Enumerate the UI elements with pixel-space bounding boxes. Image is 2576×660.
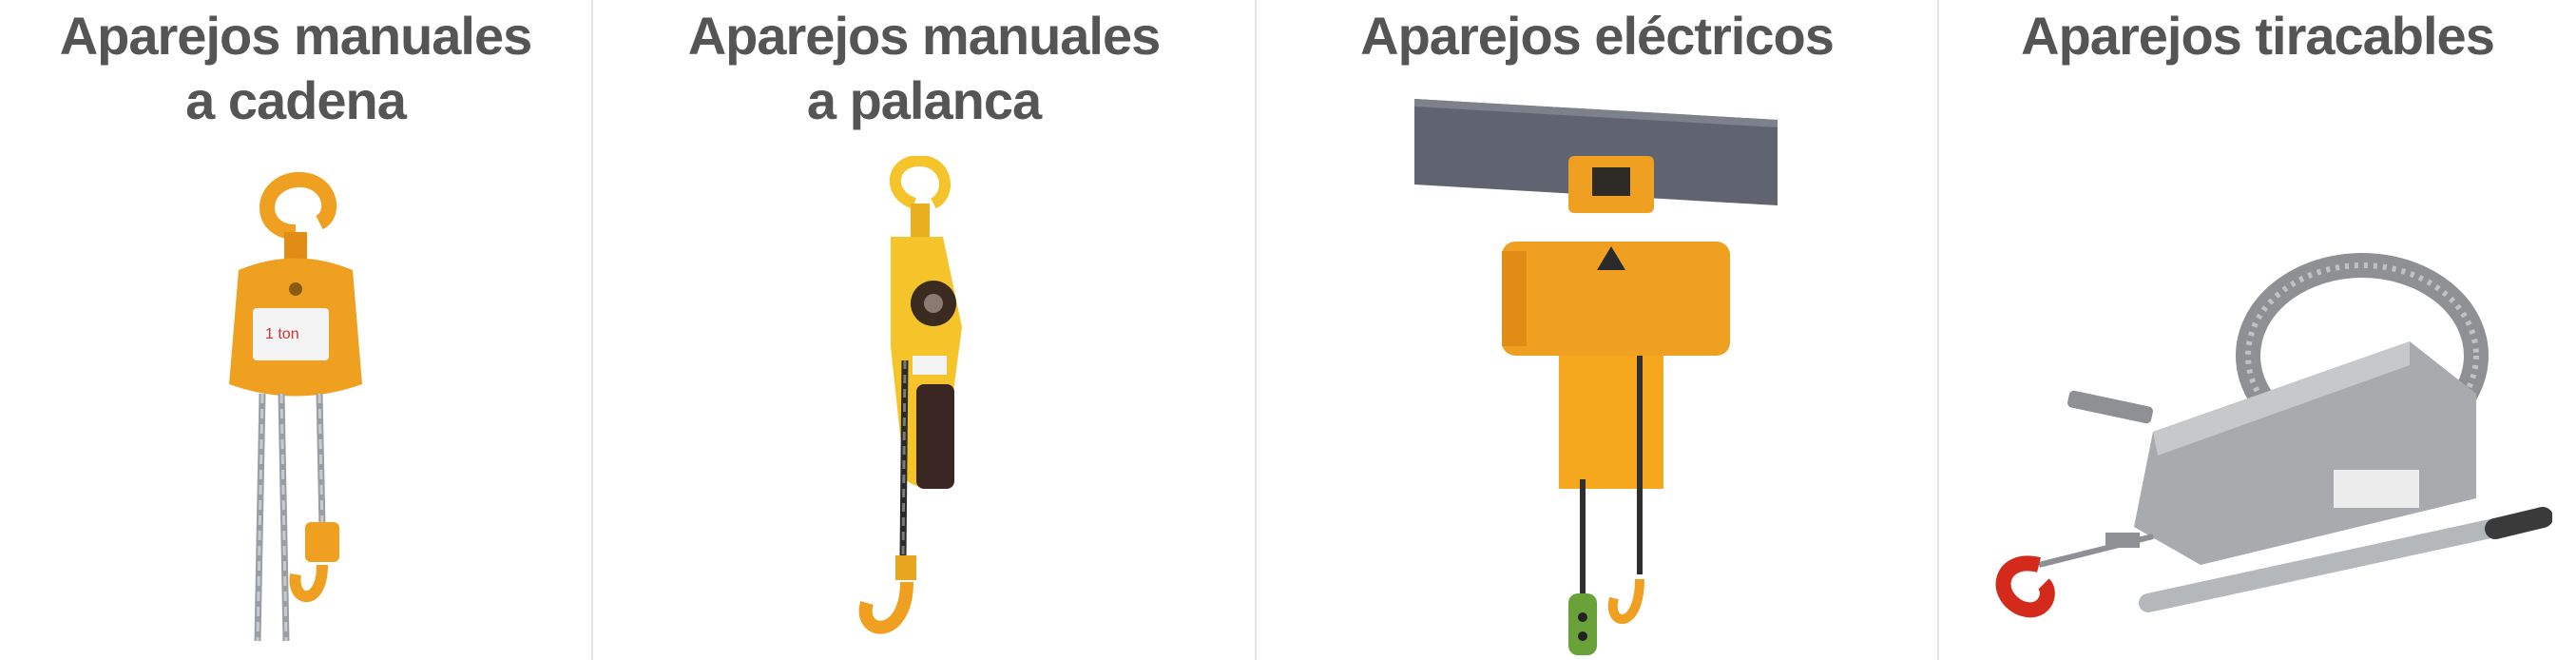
svg-text:1 ton: 1 ton <box>265 326 299 342</box>
wire-rope-puller-image[interactable] <box>1939 251 2576 660</box>
category-title[interactable]: Aparejos tiracables <box>2021 6 2495 66</box>
chain-hoist-image[interactable]: 1 ton <box>0 165 591 660</box>
category-title[interactable]: Aparejos eléctricos <box>1360 6 1835 66</box>
electric-hoist-image[interactable] <box>1257 99 1937 660</box>
category-card-chain-hoist[interactable]: Aparejos manuales a cadena 1 ton <box>0 0 591 660</box>
category-title[interactable]: Aparejos manuales a cadena <box>59 6 533 130</box>
lever-hoist-image[interactable] <box>593 156 1255 660</box>
category-title[interactable]: Aparejos manuales a palanca <box>687 6 1162 130</box>
category-card-lever-hoist[interactable]: Aparejos manuales a palanca <box>591 0 1255 660</box>
category-card-wire-rope-puller[interactable]: Aparejos tiracables <box>1937 0 2576 660</box>
category-card-electric-hoist[interactable]: Aparejos eléctricos <box>1255 0 1937 660</box>
